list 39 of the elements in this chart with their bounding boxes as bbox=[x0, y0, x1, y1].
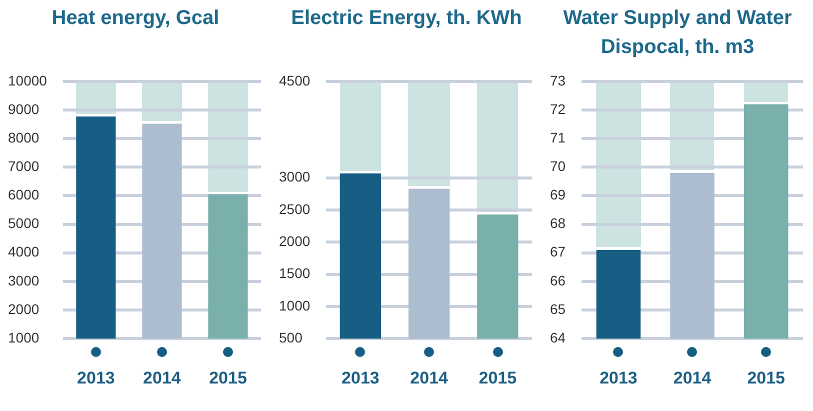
y-tick-label: 5000 bbox=[8, 215, 40, 232]
y-tick-label: 2000 bbox=[8, 300, 40, 317]
y-tick-label: 8000 bbox=[8, 129, 40, 146]
y-tick-label: 500 bbox=[279, 329, 303, 346]
y-tick-label: 4000 bbox=[8, 244, 40, 260]
x-tick-label: 2013 bbox=[77, 368, 115, 388]
x-tick-label: 2014 bbox=[410, 368, 449, 388]
y-tick-label: 70 bbox=[550, 158, 566, 174]
x-tick-label: 2014 bbox=[673, 368, 712, 388]
x-tick-label: 2015 bbox=[478, 368, 517, 388]
y-tick-label: 64 bbox=[550, 329, 566, 346]
chart-title: Electric Energy, th. KWh bbox=[291, 6, 522, 31]
y-tick-label: 3000 bbox=[8, 272, 40, 288]
y-tick-label: 67 bbox=[550, 244, 566, 260]
x-tick-label: 2013 bbox=[600, 368, 638, 388]
y-tick-label: 66 bbox=[550, 272, 566, 288]
y-tick-label: 7000 bbox=[8, 158, 40, 174]
chart-title: Heat energy, Gcal bbox=[52, 6, 220, 31]
y-tick-label: 69 bbox=[550, 186, 566, 203]
y-tick-label: 9000 bbox=[8, 100, 40, 117]
y-tick-label: 3000 bbox=[279, 168, 310, 185]
y-tick-label: 1000 bbox=[8, 329, 40, 346]
y-tick-label: 68 bbox=[550, 215, 566, 232]
y-tick-label: 73 bbox=[550, 72, 566, 88]
x-tick-label: 2015 bbox=[747, 368, 786, 388]
y-tick-label: 10000 bbox=[8, 72, 48, 88]
x-tick-label: 2015 bbox=[209, 368, 247, 388]
y-tick-label: 72 bbox=[550, 100, 566, 117]
x-tick-label: 2014 bbox=[143, 368, 182, 388]
y-tick-label: 2000 bbox=[279, 233, 310, 250]
y-tick-label: 71 bbox=[550, 129, 566, 146]
y-tick-label: 1500 bbox=[279, 265, 310, 282]
y-tick-label: 6000 bbox=[8, 186, 40, 203]
y-tick-label: 65 bbox=[550, 300, 566, 317]
y-tick-label: 2500 bbox=[279, 200, 310, 217]
y-tick-label: 4500 bbox=[279, 72, 310, 88]
x-tick-label: 2013 bbox=[342, 368, 380, 388]
chart-title: Water Supply and Water Dispocal, th. m3 bbox=[562, 6, 793, 60]
y-tick-label: 1000 bbox=[279, 297, 310, 314]
